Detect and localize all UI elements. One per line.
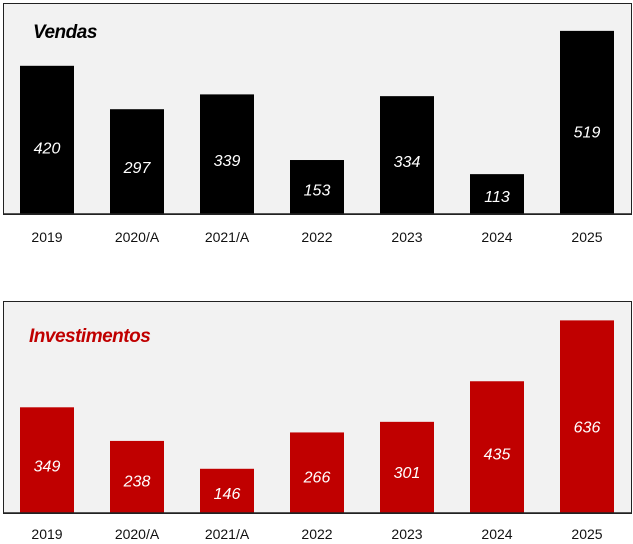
vendas-x-tick-2024: 2024	[481, 229, 512, 245]
vendas-x-tick-2025: 2025	[571, 229, 602, 245]
vendas-value-label-2021/A: 339	[214, 153, 241, 170]
investimentos-x-tick-2021/A: 2021/A	[205, 526, 250, 542]
vendas-bar-2021/A	[200, 94, 254, 214]
vendas-bar-2020/A	[110, 109, 164, 214]
vendas-value-label-2023: 334	[394, 154, 421, 171]
investimentos-bar-2024	[470, 381, 524, 513]
vendas-value-label-2020/A: 297	[123, 160, 152, 177]
vendas-x-tick-2019: 2019	[31, 229, 62, 245]
vendas-x-tick-2023: 2023	[391, 229, 422, 245]
investimentos-value-label-2019: 349	[34, 458, 61, 475]
investimentos-bar-2019	[20, 407, 74, 513]
vendas-bar-2025	[560, 30, 614, 214]
investimentos-x-tick-2025: 2025	[571, 526, 602, 542]
investimentos-bar-2023	[380, 421, 434, 513]
vendas-x-tick-2022: 2022	[301, 229, 332, 245]
investimentos-x-tick-2024: 2024	[481, 526, 512, 542]
investimentos-value-label-2024: 435	[484, 447, 511, 464]
vendas-value-label-2025: 519	[574, 125, 601, 142]
investimentos-value-label-2022: 266	[303, 470, 331, 487]
investimentos-chart-title: Investimentos	[29, 326, 150, 347]
vendas-x-tick-2020/A: 2020/A	[115, 229, 160, 245]
vendas-value-label-2024: 113	[484, 189, 510, 206]
investimentos-bar-2022	[290, 432, 344, 513]
investimentos-x-tick-2022: 2022	[301, 526, 332, 542]
investimentos-x-tick-2020/A: 2020/A	[115, 526, 160, 542]
investimentos-bar-2021/A	[200, 468, 254, 513]
investimentos-bar-2025	[560, 320, 614, 513]
investimentos-value-label-2021/A: 146	[214, 486, 241, 503]
vendas-bar-2022	[290, 160, 344, 214]
investimentos-value-label-2020/A: 238	[123, 474, 151, 491]
investimentos-bar-2020/A	[110, 440, 164, 513]
vendas-bar-2024	[470, 174, 524, 214]
investimentos-value-label-2023: 301	[394, 465, 421, 482]
vendas-x-tick-2021/A: 2021/A	[205, 229, 250, 245]
vendas-value-label-2019: 420	[34, 140, 61, 157]
vendas-bar-2023	[380, 96, 434, 214]
vendas-chart-title: Vendas	[33, 22, 97, 43]
investimentos-x-tick-2019: 2019	[31, 526, 62, 542]
vendas-value-label-2022: 153	[304, 183, 331, 200]
vendas-bar-2019	[20, 65, 74, 214]
investimentos-value-label-2025: 636	[574, 419, 601, 436]
investimentos-x-tick-2023: 2023	[391, 526, 422, 542]
